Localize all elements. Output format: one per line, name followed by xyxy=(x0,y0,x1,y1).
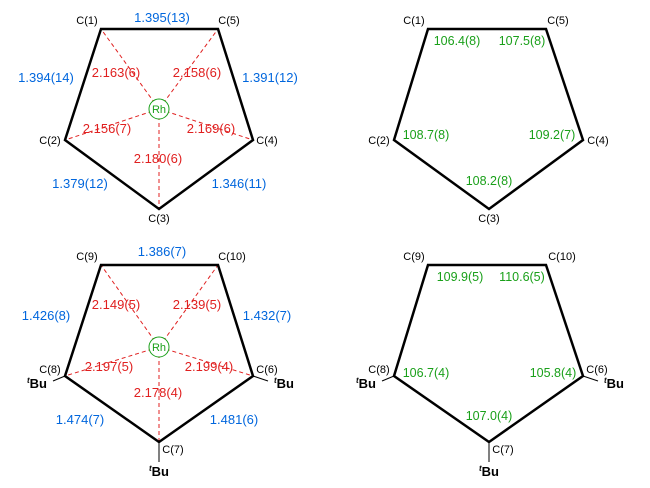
rh-c8-line xyxy=(64,346,160,377)
atom-label-c7: C(7) xyxy=(492,444,513,456)
angle-c1: 106.4(8) xyxy=(434,34,481,48)
rh-c2-line xyxy=(64,108,160,141)
rh-c5-line xyxy=(158,28,219,110)
bond-length-c1-c5: 1.395(13) xyxy=(134,10,190,25)
atom-label-c2: C(2) xyxy=(368,135,389,147)
atom-label-c9: C(9) xyxy=(403,251,424,263)
panel-top-right: C(1) C(5) C(4) C(3) C(2) 106.4(8) 107.5(… xyxy=(368,15,608,225)
bond-length-c8-c9: 1.426(8) xyxy=(22,308,70,323)
tbu-bond-c6 xyxy=(582,375,599,382)
angle-c9: 109.9(5) xyxy=(437,270,484,284)
atom-label-c2: C(2) xyxy=(39,135,60,147)
tbu-label-c6: tBu xyxy=(274,376,294,391)
angle-c10: 110.6(5) xyxy=(499,270,545,284)
tbu-text: Bu xyxy=(152,464,169,479)
tbu-superscript: t xyxy=(274,376,277,385)
tbu-superscript: t xyxy=(149,464,152,473)
atom-label-c3: C(3) xyxy=(148,213,169,225)
rh-distance-c1: 2.163(6) xyxy=(92,65,140,80)
bond-length-c3-c2: 1.379(12) xyxy=(52,176,108,191)
tbu-label-c7: tBu xyxy=(479,464,499,479)
cp-ring xyxy=(392,27,585,211)
atom-label-c4: C(4) xyxy=(587,135,608,147)
tbu-bond-c6 xyxy=(252,375,269,382)
rh-atom-circle xyxy=(148,336,170,358)
atom-label-c10: C(10) xyxy=(218,251,246,263)
tbu-text: Bu xyxy=(359,376,376,391)
panel-bottom-left: Rh C(9) C(10) C(6) C(7) C(8) tBu tBu tBu… xyxy=(22,244,294,479)
bond-length-c5-c4: 1.391(12) xyxy=(242,70,298,85)
bond-length-c6-c7: 1.481(6) xyxy=(210,412,258,427)
tbu-label-c7: tBu xyxy=(149,464,169,479)
cp-ring xyxy=(63,27,255,211)
atom-label-c8: C(8) xyxy=(368,364,389,376)
rh-distance-lines xyxy=(64,28,254,209)
bond-length-c4-c3: 1.346(11) xyxy=(212,176,267,191)
angle-c3: 108.2(8) xyxy=(466,174,513,188)
angle-c8: 106.7(4) xyxy=(403,366,450,380)
atom-label-c3: C(3) xyxy=(478,213,499,225)
tbu-text: Bu xyxy=(277,376,294,391)
atom-label-c7: C(7) xyxy=(162,444,183,456)
rh-distance-lines xyxy=(64,264,254,442)
rh-distance-c10: 2.139(5) xyxy=(173,297,221,312)
tbu-bond-c8 xyxy=(52,375,66,382)
tbu-label-c8: tBu xyxy=(27,376,47,391)
rh-distance-c3: 2.180(6) xyxy=(134,151,182,166)
atom-label-c5: C(5) xyxy=(547,15,568,27)
tbu-text: Bu xyxy=(482,464,499,479)
panel-top-left: Rh C(1) C(5) C(4) C(3) C(2) 1.395(13) 1.… xyxy=(18,10,298,225)
tbu-label-c6: tBu xyxy=(604,376,624,391)
rh-distance-c6: 2.199(4) xyxy=(185,359,233,374)
tbu-text: Bu xyxy=(607,376,624,391)
rh-c6-line xyxy=(158,346,254,377)
rh-distance-c8: 2.197(5) xyxy=(85,359,133,374)
bond-length-c7-c8: 1.474(7) xyxy=(56,412,104,427)
cp-ring xyxy=(392,263,585,444)
bond-length-c9-c10: 1.386(7) xyxy=(138,244,186,259)
atom-label-c1: C(1) xyxy=(403,15,424,27)
atom-label-c8: C(8) xyxy=(39,364,60,376)
atom-label-c6: C(6) xyxy=(256,364,277,376)
tbu-bonds xyxy=(381,375,599,462)
bond-length-c10-c6: 1.432(7) xyxy=(243,308,291,323)
angle-c4: 109.2(7) xyxy=(529,128,576,142)
rh-distance-c4: 2.169(6) xyxy=(187,121,235,136)
atom-label-c9: C(9) xyxy=(76,251,97,263)
tbu-superscript: t xyxy=(27,376,30,385)
panel-bottom-right: C(9) C(10) C(6) C(7) C(8) tBu tBu tBu 10… xyxy=(356,251,624,479)
tbu-superscript: t xyxy=(604,376,607,385)
rh-atom-label: Rh xyxy=(152,104,166,116)
atom-label-c5: C(5) xyxy=(218,15,239,27)
rh-c10-line xyxy=(158,264,219,348)
atom-label-c1: C(1) xyxy=(76,15,97,27)
tbu-label-c8: tBu xyxy=(356,376,376,391)
tbu-superscript: t xyxy=(479,464,482,473)
angle-c6: 105.8(4) xyxy=(530,366,577,380)
tbu-superscript: t xyxy=(356,376,359,385)
rh-c9-line xyxy=(100,264,160,348)
rh-c1-line xyxy=(100,28,160,110)
bond-length-c2-c1: 1.394(14) xyxy=(18,70,74,85)
rh-c4-line xyxy=(158,108,254,141)
atom-label-c4: C(4) xyxy=(256,135,277,147)
atom-label-c10: C(10) xyxy=(548,251,576,263)
rh-atom-circle xyxy=(148,98,170,120)
cp-ring xyxy=(63,263,255,444)
tbu-text: Bu xyxy=(30,376,47,391)
angle-c7: 107.0(4) xyxy=(466,409,513,423)
rh-distance-c5: 2.158(6) xyxy=(173,65,221,80)
rh-atom-label: Rh xyxy=(152,342,166,354)
atom-label-c6: C(6) xyxy=(586,364,607,376)
tbu-bond-c8 xyxy=(381,375,395,382)
rh-distance-c7: 2.178(4) xyxy=(134,385,182,400)
rh-distance-c9: 2.149(5) xyxy=(92,297,140,312)
angle-c2: 108.7(8) xyxy=(403,128,450,142)
rh-distance-c2: 2.156(7) xyxy=(83,121,131,136)
tbu-bonds xyxy=(52,375,269,462)
angle-c5: 107.5(8) xyxy=(499,34,546,48)
